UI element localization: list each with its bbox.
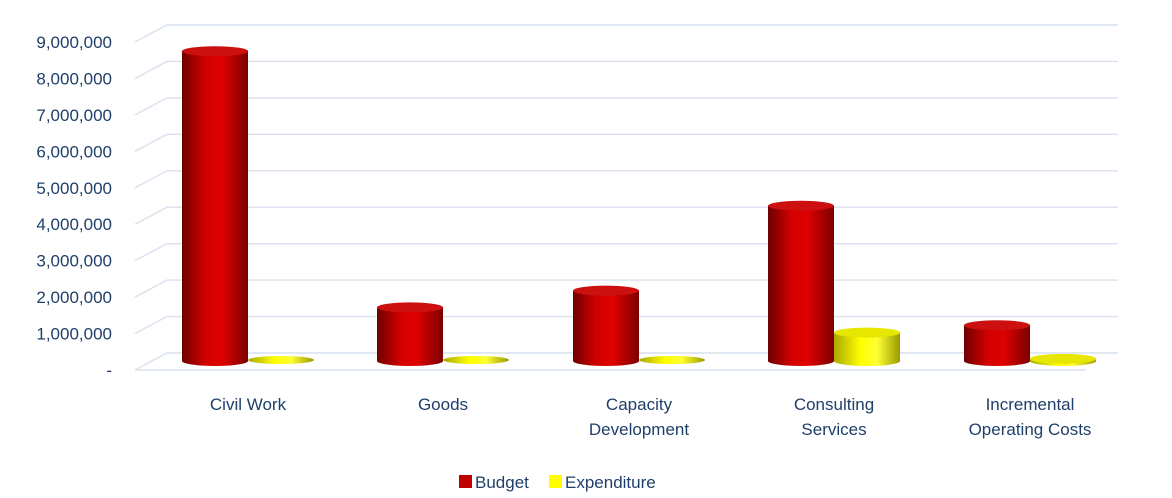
x-axis-category-labels: Civil Work Goods Capacity Development Consul… [210, 395, 1092, 439]
bar-top [182, 46, 248, 57]
bar-disc [639, 356, 705, 364]
legend-swatch-expenditure [549, 475, 562, 488]
y-tick-label: 4,000,000 [36, 215, 112, 234]
gridline [134, 24, 1118, 43]
y-tick-label: 2,000,000 [36, 288, 112, 307]
bar-top [834, 327, 900, 338]
y-tick-label: 3,000,000 [36, 252, 112, 271]
bar-budget [964, 320, 1030, 366]
bar-budget [573, 285, 639, 366]
y-tick-label: - [106, 361, 112, 380]
gridline [134, 242, 1118, 262]
y-tick-label: 5,000,000 [36, 179, 112, 198]
bar-body [573, 290, 639, 366]
gridline [134, 206, 1118, 225]
bar-expenditure [248, 356, 314, 364]
bar-top [573, 285, 639, 296]
bar-budget [768, 200, 834, 366]
legend-swatch-budget [459, 475, 472, 488]
bar-body [377, 307, 443, 366]
y-axis-tick-labels: - 1,000,000 2,000,000 3,000,000 4,000,000 5,0… [36, 33, 112, 380]
x-category-label: Incremental Operating Costs [969, 395, 1092, 439]
gridline [134, 60, 1118, 80]
gridline [134, 170, 1118, 189]
x-category-label: Consulting Services [794, 395, 874, 439]
x-category-label: Capacity Development [589, 395, 689, 439]
bar-expenditure [1030, 353, 1096, 366]
bar-disc [443, 356, 509, 364]
legend-label-budget: Budget [475, 473, 529, 492]
bar-expenditure [639, 356, 705, 364]
bar-top [1030, 353, 1096, 364]
gridlines [134, 24, 1118, 371]
legend: Budget Expenditure [459, 473, 656, 492]
bar-top [768, 200, 834, 211]
y-tick-label: 8,000,000 [36, 69, 112, 88]
bar-body [768, 205, 834, 366]
legend-label-expenditure: Expenditure [565, 473, 656, 492]
bar-budget [377, 302, 443, 366]
bar-body [964, 325, 1030, 366]
bar-disc [248, 356, 314, 364]
bar-expenditure [834, 327, 900, 366]
y-tick-label: 1,000,000 [36, 325, 112, 344]
bar-body [182, 51, 248, 366]
bar-budget [182, 46, 248, 366]
bar-top [964, 320, 1030, 331]
y-tick-label: 6,000,000 [36, 142, 112, 161]
bars [182, 46, 1096, 366]
x-category-label: Goods [418, 395, 468, 414]
y-tick-label: 7,000,000 [36, 106, 112, 125]
bar-expenditure [443, 356, 509, 364]
gridline [134, 133, 1118, 152]
bar-body [834, 332, 900, 366]
gridline [134, 97, 1118, 116]
bar-top [377, 302, 443, 313]
x-category-label: Civil Work [210, 395, 287, 414]
y-tick-label: 9,000,000 [36, 33, 112, 52]
